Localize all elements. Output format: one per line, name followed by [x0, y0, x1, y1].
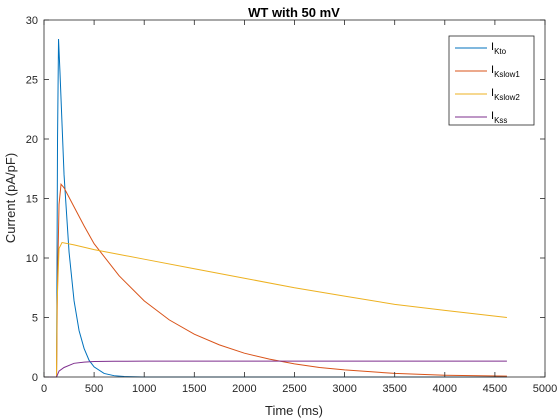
x-tick-label: 1000 — [132, 383, 156, 395]
x-tick-label: 5000 — [533, 383, 557, 395]
legend-entry-label: IKslow1 — [491, 64, 520, 79]
chart-title: WT with 50 mV — [248, 5, 340, 20]
y-tick-label: 5 — [32, 313, 38, 325]
y-tick-label: 10 — [26, 253, 38, 265]
x-tick-label: 1500 — [182, 383, 206, 395]
x-axis-label: Time (ms) — [265, 403, 323, 418]
legend-box — [448, 35, 535, 126]
series-line-kss — [44, 360, 507, 378]
x-tick-label: 3500 — [382, 383, 406, 395]
y-tick-label: 30 — [26, 15, 38, 27]
legend: IKto IKslow1 IKslow2 IKss — [448, 35, 535, 126]
x-tick-label: 2000 — [232, 383, 256, 395]
series-line-kslow2 — [44, 241, 507, 378]
legend-entry-label: IKss — [491, 110, 507, 125]
x-tick-label: 3000 — [332, 383, 356, 395]
y-tick-label: 25 — [26, 75, 38, 87]
y-axis-label: Current (pA/pF) — [3, 153, 18, 243]
legend-entry-label: IKto — [491, 41, 507, 56]
x-tick-label: 500 — [85, 383, 103, 395]
x-tick-label: 4000 — [433, 383, 457, 395]
y-tick-label: 0 — [32, 372, 38, 384]
axes: 0 500 1000 1500 2000 2500 3000 3500 4000 4500 5000… — [26, 15, 557, 395]
y-tick-label: 20 — [26, 134, 38, 146]
series-line-kslow1 — [44, 182, 507, 378]
series-line-kto — [44, 39, 507, 378]
x-tick-label: 2500 — [282, 383, 306, 395]
x-tick-label: 0 — [41, 383, 47, 395]
x-tick-label: 4500 — [483, 383, 507, 395]
series-layer — [44, 39, 507, 378]
legend-entry-label: IKslow2 — [491, 87, 520, 102]
y-tick-label: 15 — [26, 194, 38, 206]
